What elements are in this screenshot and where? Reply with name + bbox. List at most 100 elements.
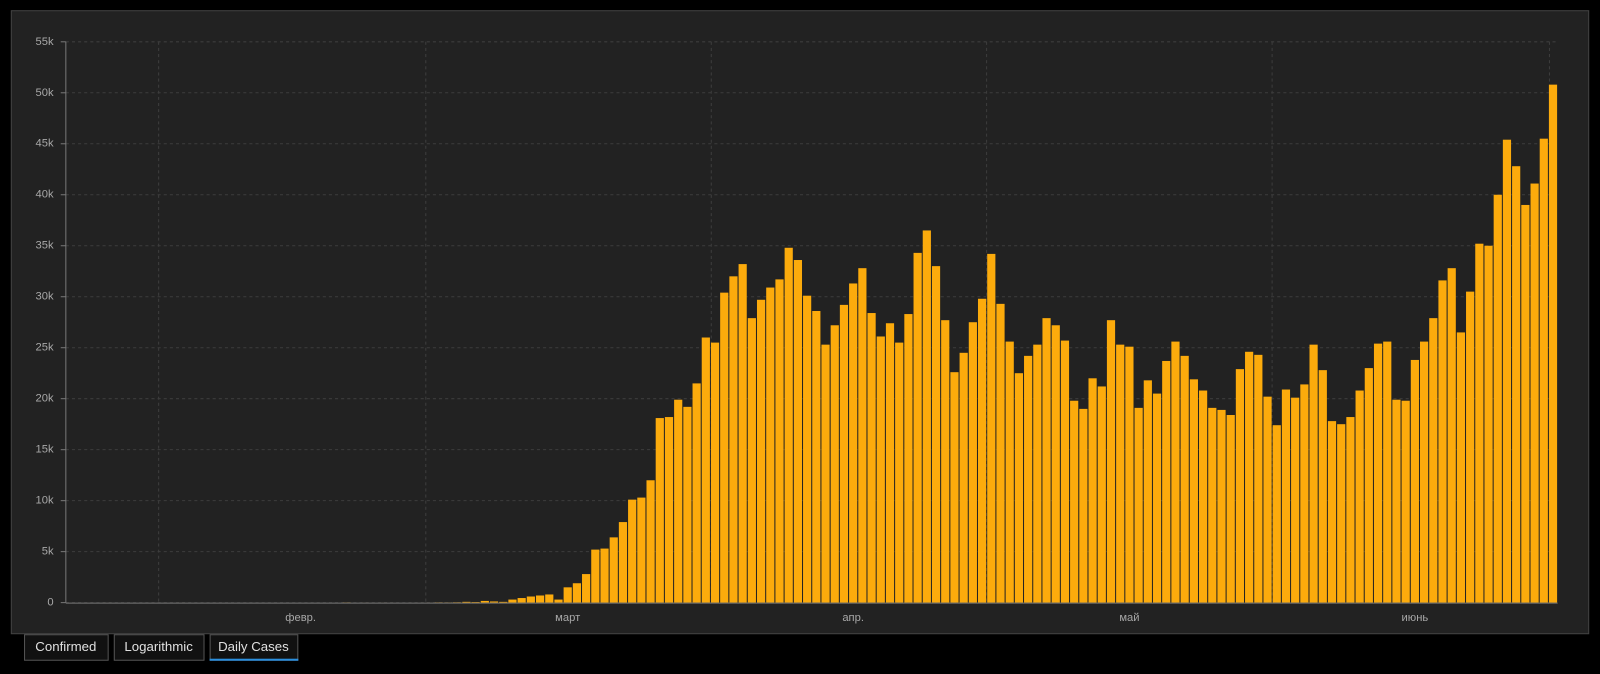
bar: [775, 279, 784, 603]
bar: [1300, 384, 1309, 603]
bar: [904, 314, 913, 603]
bar: [1475, 243, 1484, 603]
bar: [526, 596, 535, 603]
bar: [858, 268, 867, 603]
bar: [1318, 370, 1327, 603]
tab[interactable]: Confirmed: [24, 634, 109, 661]
tab-label: Logarithmic: [124, 639, 193, 654]
bar: [701, 337, 710, 603]
bar: [1456, 332, 1466, 603]
y-tick-label: 0: [47, 597, 53, 609]
bar: [1337, 424, 1346, 603]
bar: [1548, 84, 1558, 603]
y-tick-label: 55k: [36, 36, 54, 48]
bar: [535, 595, 545, 603]
x-tick-label: апр.: [842, 612, 864, 624]
bar: [839, 304, 849, 603]
bar: [803, 295, 812, 603]
bar: [1198, 390, 1208, 603]
bar: [1254, 354, 1263, 603]
bar: [683, 406, 692, 603]
bar: [582, 574, 591, 603]
bar: [1162, 360, 1171, 603]
bar: [977, 298, 987, 603]
bar: [637, 497, 646, 603]
tab-label: Daily Cases: [218, 639, 289, 654]
bar: [1088, 378, 1097, 603]
bar: [1070, 400, 1079, 603]
bar: [1033, 344, 1042, 603]
tab-box: [24, 634, 109, 661]
bar: [959, 352, 968, 603]
y-tick-label: 10k: [36, 495, 54, 507]
bar: [618, 522, 628, 603]
bar: [1521, 204, 1530, 603]
bar: [913, 252, 922, 603]
tab-active-indicator: [209, 658, 299, 661]
bar: [1291, 397, 1300, 603]
y-tick-label: 45k: [36, 138, 54, 150]
bar: [1171, 341, 1180, 603]
bar: [738, 264, 747, 603]
bar: [720, 292, 729, 603]
x-tick-label: май: [1119, 612, 1139, 624]
bar: [1079, 408, 1088, 603]
bar: [996, 303, 1005, 603]
bar: [987, 253, 996, 603]
bar: [545, 594, 554, 603]
bar: [1410, 359, 1419, 603]
bar: [609, 537, 618, 603]
bar: [931, 266, 941, 603]
bar: [1383, 341, 1392, 603]
bar: [692, 383, 701, 603]
bar: [895, 342, 904, 603]
bar: [572, 583, 582, 603]
bar: [1097, 386, 1106, 603]
bar: [1429, 318, 1438, 603]
y-tick-label: 40k: [36, 189, 54, 201]
bar: [950, 372, 959, 603]
bar: [1272, 425, 1281, 603]
tab[interactable]: Daily Cases: [209, 634, 299, 661]
bar: [793, 260, 803, 603]
bar: [941, 320, 950, 603]
bar: [1014, 373, 1024, 603]
bar: [480, 600, 489, 603]
bar: [1051, 325, 1060, 603]
y-tick-label: 20k: [36, 393, 54, 405]
bar: [563, 587, 572, 603]
bar: [1116, 344, 1125, 603]
bar: [1143, 380, 1152, 603]
bar: [885, 323, 895, 603]
bar: [1245, 351, 1254, 603]
bar: [674, 399, 683, 603]
bar: [499, 601, 508, 603]
bar: [1263, 396, 1272, 603]
tab-bar: Confirmed Logarithmic Daily Cases: [24, 634, 299, 661]
bar: [1042, 318, 1051, 603]
tab[interactable]: Logarithmic: [113, 634, 205, 661]
bar: [664, 417, 674, 603]
bar: [756, 299, 766, 603]
bar: [1419, 341, 1429, 603]
y-tick-label: 25k: [36, 342, 54, 354]
bar: [1401, 400, 1410, 603]
x-tick-label: июнь: [1402, 612, 1429, 624]
bar: [462, 601, 471, 603]
bar: [591, 549, 600, 603]
y-tick-label: 5k: [42, 546, 54, 558]
bar: [867, 313, 876, 603]
bar: [1152, 393, 1162, 603]
bar: [1327, 421, 1337, 603]
bar: [849, 283, 858, 603]
bar: [812, 310, 821, 603]
tab-box: [209, 634, 299, 661]
bar: [1346, 417, 1355, 603]
bar: [1438, 280, 1447, 603]
bar: [1309, 344, 1318, 603]
bar: [1493, 194, 1502, 603]
bar: [747, 318, 756, 603]
bar: [968, 322, 977, 603]
bar: [830, 325, 839, 603]
